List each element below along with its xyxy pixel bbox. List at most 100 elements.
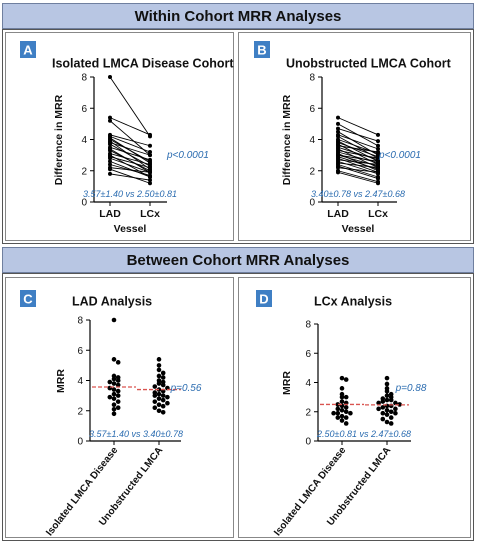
data-point bbox=[384, 388, 390, 394]
data-point bbox=[160, 382, 166, 388]
y-tick-label: 6 bbox=[77, 346, 83, 357]
data-point bbox=[339, 413, 345, 419]
pair-line bbox=[109, 142, 151, 156]
x-tick-label: LAD bbox=[327, 208, 349, 220]
pair-line bbox=[109, 167, 151, 173]
y-tick-label: 8 bbox=[309, 73, 315, 84]
within-cohort-section bbox=[2, 29, 474, 244]
data-point bbox=[335, 410, 341, 416]
data-point bbox=[148, 173, 152, 178]
pair-line bbox=[337, 154, 379, 167]
data-point bbox=[115, 393, 121, 398]
data-point bbox=[148, 153, 152, 158]
y-axis-label: Difference in MRR bbox=[53, 94, 65, 185]
data-point bbox=[148, 165, 152, 170]
data-point bbox=[108, 148, 112, 153]
pair-line bbox=[109, 157, 151, 173]
panel-badge bbox=[254, 41, 270, 58]
data-point bbox=[376, 146, 380, 151]
data-point bbox=[376, 181, 380, 186]
data-point bbox=[160, 370, 166, 376]
data-point bbox=[380, 410, 386, 416]
data-point bbox=[336, 121, 340, 126]
data-point bbox=[111, 387, 117, 392]
data-point bbox=[388, 397, 394, 403]
data-point bbox=[148, 181, 152, 186]
data-point bbox=[384, 397, 390, 403]
data-point bbox=[376, 162, 380, 167]
data-point bbox=[335, 415, 341, 420]
panel-a: A Isolated LMCA Disease Cohort 0 2 4 6 8 Differ… bbox=[20, 41, 234, 235]
data-point bbox=[111, 411, 117, 417]
data-point bbox=[160, 393, 166, 398]
data-point bbox=[393, 406, 398, 412]
y-axis-label: MRR bbox=[281, 371, 293, 395]
data-point bbox=[156, 373, 162, 379]
y-tick-label: 4 bbox=[81, 135, 87, 146]
panel-letter: A bbox=[23, 43, 33, 58]
data-point bbox=[343, 377, 349, 382]
pair-line bbox=[337, 162, 379, 169]
y-tick-label: 8 bbox=[305, 320, 311, 331]
x-tick-label: Isolated LMCA Disease bbox=[272, 445, 348, 539]
pair-line bbox=[337, 164, 379, 178]
p-value: p=0.56 bbox=[170, 383, 202, 394]
data-point bbox=[156, 408, 162, 414]
pair-line bbox=[109, 160, 151, 178]
data-point bbox=[111, 376, 117, 382]
y-axis-label: MRR bbox=[55, 369, 67, 393]
pair-line bbox=[337, 171, 379, 184]
pair-line bbox=[337, 170, 379, 183]
data-point bbox=[108, 167, 112, 172]
data-point bbox=[115, 388, 121, 394]
y-axis-label: Difference in MRR bbox=[281, 94, 293, 185]
data-point bbox=[376, 165, 380, 170]
data-point bbox=[388, 409, 394, 415]
pair-line bbox=[337, 151, 379, 164]
data-point bbox=[111, 402, 117, 408]
pair-line bbox=[109, 156, 151, 169]
data-point bbox=[108, 159, 112, 164]
data-point bbox=[115, 360, 121, 365]
data-point bbox=[152, 393, 158, 398]
data-point bbox=[160, 397, 166, 403]
between-cohort-header: Between Cohort MRR Analyses bbox=[2, 247, 474, 273]
data-point bbox=[339, 386, 345, 391]
panel-letter: C bbox=[23, 292, 33, 307]
data-point bbox=[152, 384, 158, 389]
data-point bbox=[339, 394, 345, 400]
panel-c: C LAD Analysis 0 2 4 6 8 MRR Isolated LMCA Disea… bbox=[20, 290, 202, 538]
data-point bbox=[111, 396, 117, 401]
pair-line bbox=[337, 128, 379, 142]
y-tick-label: 8 bbox=[81, 73, 87, 84]
data-point bbox=[111, 406, 117, 412]
y-tick-label: 0 bbox=[305, 437, 311, 448]
pair-line bbox=[109, 76, 151, 137]
pair-line bbox=[337, 142, 379, 158]
panel-badge bbox=[256, 290, 272, 307]
data-point bbox=[160, 403, 166, 409]
x-axis-label: Vessel bbox=[114, 223, 147, 235]
y-tick-label: 6 bbox=[309, 104, 315, 115]
data-point bbox=[160, 375, 166, 380]
p-value: p<0.0001 bbox=[166, 150, 209, 161]
data-point bbox=[115, 405, 121, 411]
y-tick-label: 8 bbox=[77, 316, 83, 327]
data-point bbox=[156, 381, 162, 386]
data-point bbox=[388, 415, 394, 420]
data-point bbox=[336, 134, 340, 139]
summary-stats: 2.50±0.81 vs 2.47±0.68 bbox=[316, 429, 411, 439]
data-point bbox=[380, 416, 386, 422]
data-point bbox=[156, 391, 162, 397]
data-point bbox=[165, 394, 170, 400]
data-point bbox=[384, 375, 390, 381]
data-point bbox=[336, 115, 340, 120]
panel-d: D LCx Analysis 0 2 4 6 8 MRR Isolated LMCA Disea… bbox=[256, 290, 427, 538]
y-tick-label: 2 bbox=[309, 166, 315, 177]
data-point bbox=[336, 129, 340, 134]
data-point bbox=[376, 139, 380, 144]
data-point bbox=[376, 170, 380, 175]
data-point bbox=[348, 410, 353, 416]
panel-b-frame bbox=[238, 32, 471, 241]
